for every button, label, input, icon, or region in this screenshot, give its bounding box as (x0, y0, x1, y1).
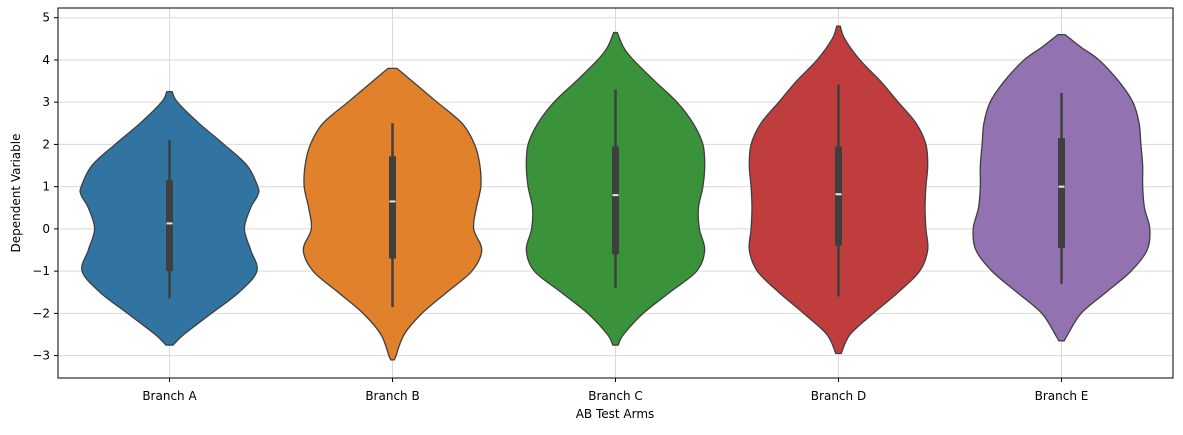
y-tick-label: 2 (42, 137, 50, 151)
iqr-box (1058, 138, 1065, 248)
x-axis-label: AB Test Arms (576, 407, 655, 421)
iqr-box (835, 146, 842, 246)
y-tick-label: 1 (42, 180, 50, 194)
violin-branch-a (79, 90, 260, 346)
y-tick-label: 4 (42, 53, 50, 67)
y-tick-label: −2 (32, 306, 50, 320)
violin-branch-c (525, 31, 706, 346)
violins (79, 25, 1151, 361)
y-axis-label: Dependent Variable (9, 134, 23, 253)
y-tick-label: 5 (42, 11, 50, 25)
iqr-box (166, 180, 173, 272)
ticks: −3 −2 −1 0 1 2 3 4 5 Branch A Branch B Branch C Bran… (32, 11, 1088, 403)
x-tick-label: Branch E (1035, 389, 1089, 403)
y-tick-label: −1 (32, 264, 50, 278)
violin-branch-d (748, 25, 929, 355)
x-tick-label: Branch A (142, 389, 197, 403)
violin-branch-e (972, 33, 1151, 342)
iqr-box (612, 146, 619, 255)
iqr-box (389, 156, 396, 259)
x-tick-label: Branch D (811, 389, 866, 403)
x-tick-label: Branch B (365, 389, 419, 403)
y-tick-label: 0 (42, 222, 50, 236)
y-tick-label: −3 (32, 349, 50, 363)
violin-branch-b (302, 67, 483, 361)
y-tick-label: 3 (42, 95, 50, 109)
x-tick-label: Branch C (588, 389, 643, 403)
